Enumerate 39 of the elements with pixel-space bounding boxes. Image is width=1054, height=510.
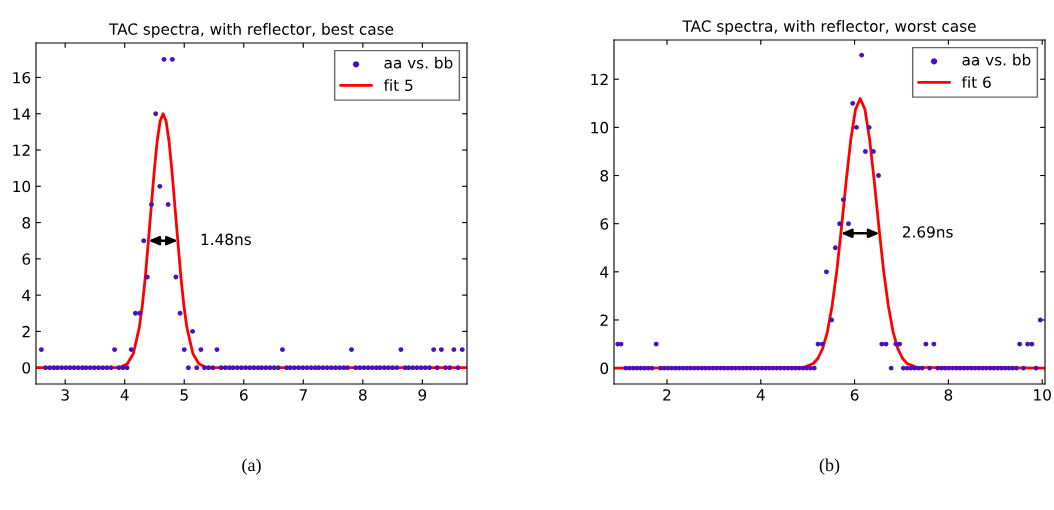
legend-label: fit 6 — [961, 76, 991, 88]
x-tick-label: 4 — [756, 389, 765, 401]
y-tick-label: 14 — [13, 108, 31, 120]
legend-label: aa vs. bb — [384, 56, 453, 69]
y-tick-label: 6 — [22, 253, 31, 265]
y-tick-label: 2 — [600, 314, 608, 326]
y-tick-label: 10 — [591, 121, 609, 134]
y-tick-label: 8 — [22, 217, 31, 229]
y-tick-label: 4 — [600, 266, 609, 278]
x-tick-label: 8 — [944, 389, 953, 401]
x-tick-label: 3 — [61, 389, 69, 401]
y-tick-label: 4 — [22, 289, 31, 301]
x-tick-label: 7 — [299, 389, 307, 401]
legend-label: aa vs. bb — [962, 53, 1031, 66]
y-tick-label: 8 — [600, 170, 609, 182]
y-tick-label: 0 — [600, 362, 609, 375]
y-tick-label: 12 — [13, 144, 30, 156]
y-tick-label: 2 — [22, 325, 30, 338]
x-tick-label: 5 — [180, 389, 188, 401]
x-tick-label: 2 — [663, 389, 671, 401]
annotation: 1.48ns — [201, 233, 251, 246]
legend-label: fit 5 — [383, 79, 413, 91]
y-tick-label: 6 — [600, 218, 609, 230]
text: (b) — [819, 458, 840, 475]
chart-title: TAC spectra, with reflector, best case — [108, 23, 394, 38]
line-series — [36, 112, 467, 370]
y-tick-label: 12 — [591, 73, 608, 86]
x-tick-label: 10 — [1034, 389, 1051, 401]
x-tick-label: 9 — [418, 389, 427, 401]
x-tick-label: 8 — [359, 389, 367, 401]
y-tick-label: 10 — [13, 180, 31, 193]
y-tick-label: 0 — [22, 362, 31, 374]
x-tick-label: 4 — [120, 389, 129, 401]
y-tick-label: 16 — [13, 71, 31, 84]
x-tick-label: 6 — [239, 389, 248, 401]
text: (a) — [242, 458, 261, 475]
chart-title: TAC spectra, with reflector, worst case — [682, 20, 976, 35]
annotation: 2.69ns — [902, 226, 953, 238]
x-tick-label: 6 — [850, 389, 859, 401]
